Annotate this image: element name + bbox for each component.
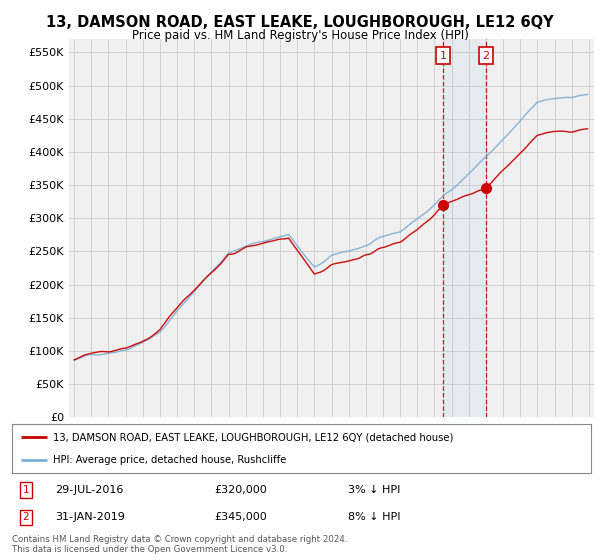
Text: 2: 2 — [22, 512, 29, 522]
Text: 1: 1 — [22, 485, 29, 495]
Text: 1: 1 — [440, 51, 446, 61]
Text: 31-JAN-2019: 31-JAN-2019 — [55, 512, 125, 522]
Text: This data is licensed under the Open Government Licence v3.0.: This data is licensed under the Open Gov… — [12, 545, 287, 554]
Text: 2: 2 — [482, 51, 490, 61]
Text: Contains HM Land Registry data © Crown copyright and database right 2024.: Contains HM Land Registry data © Crown c… — [12, 534, 347, 544]
Bar — [443, 39, 486, 417]
Text: 3% ↓ HPI: 3% ↓ HPI — [348, 485, 400, 495]
Text: Price paid vs. HM Land Registry's House Price Index (HPI): Price paid vs. HM Land Registry's House … — [131, 29, 469, 42]
Text: 29-JUL-2016: 29-JUL-2016 — [55, 485, 124, 495]
Text: 8% ↓ HPI: 8% ↓ HPI — [348, 512, 400, 522]
Text: 13, DAMSON ROAD, EAST LEAKE, LOUGHBOROUGH, LE12 6QY: 13, DAMSON ROAD, EAST LEAKE, LOUGHBOROUG… — [46, 15, 554, 30]
Text: HPI: Average price, detached house, Rushcliffe: HPI: Average price, detached house, Rush… — [53, 455, 286, 465]
Text: 13, DAMSON ROAD, EAST LEAKE, LOUGHBOROUGH, LE12 6QY (detached house): 13, DAMSON ROAD, EAST LEAKE, LOUGHBOROUG… — [53, 432, 453, 442]
Text: £320,000: £320,000 — [215, 485, 268, 495]
Text: £345,000: £345,000 — [215, 512, 268, 522]
